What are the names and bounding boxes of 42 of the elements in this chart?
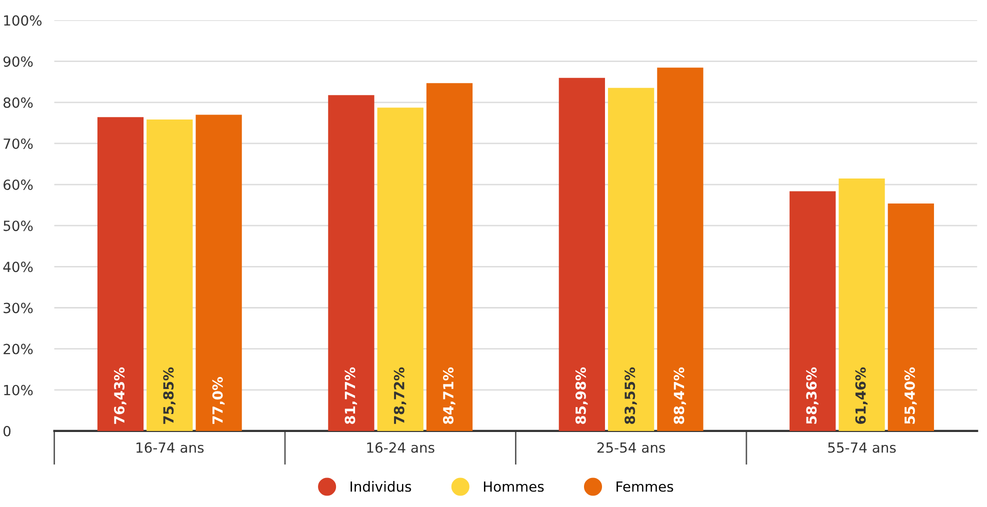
x-tick-label: 25-54 ans: [597, 442, 666, 453]
legend-label: Hommes: [484, 481, 544, 492]
bar: [377, 108, 424, 431]
bar: [558, 78, 605, 431]
y-tick-label: 90%: [3, 56, 33, 67]
bar: [97, 117, 144, 431]
y-tick-label: 20%: [4, 344, 33, 354]
data-label: 81,77%: [344, 367, 358, 424]
data-label: 88,47%: [674, 367, 686, 424]
bar: [146, 119, 193, 431]
y-tick-label: 80%: [4, 97, 33, 108]
y-tick-label: 0: [4, 426, 10, 436]
bar: [608, 88, 654, 431]
bar: [838, 178, 885, 431]
data-label: 75,85%: [163, 367, 176, 424]
data-label: 58,36%: [806, 367, 818, 424]
data-label: 84,71%: [443, 367, 456, 424]
data-label: 78,72%: [394, 367, 406, 424]
data-label: 76,43%: [114, 367, 126, 424]
data-label: 77,0%: [212, 377, 225, 424]
y-tick-label: 100%: [4, 15, 42, 26]
legend-label: Femmes: [616, 481, 674, 492]
bar: [657, 68, 704, 431]
data-label: 83,55%: [624, 367, 637, 424]
y-tick-label: 70%: [4, 138, 33, 149]
data-label: 55,40%: [904, 367, 917, 424]
bar: [888, 203, 934, 431]
x-tick-label: 16-24 ans: [367, 442, 434, 453]
y-tick-label: 40%: [3, 262, 33, 272]
y-tick-label: 60%: [4, 180, 33, 190]
bar: [790, 191, 836, 431]
bar: [196, 114, 242, 431]
legend-label: Individus: [350, 481, 412, 492]
x-tick-label: 55-74 ans: [828, 442, 896, 453]
data-label: 61,46%: [855, 367, 868, 424]
y-tick-label: 50%: [4, 220, 33, 232]
y-tick-label: 10%: [4, 384, 33, 396]
bar: [328, 95, 374, 431]
x-tick-label: 16-74 ans: [136, 442, 204, 453]
bar: [426, 83, 473, 431]
y-tick-label: 30%: [4, 302, 33, 314]
data-label: 85,98%: [575, 367, 588, 424]
